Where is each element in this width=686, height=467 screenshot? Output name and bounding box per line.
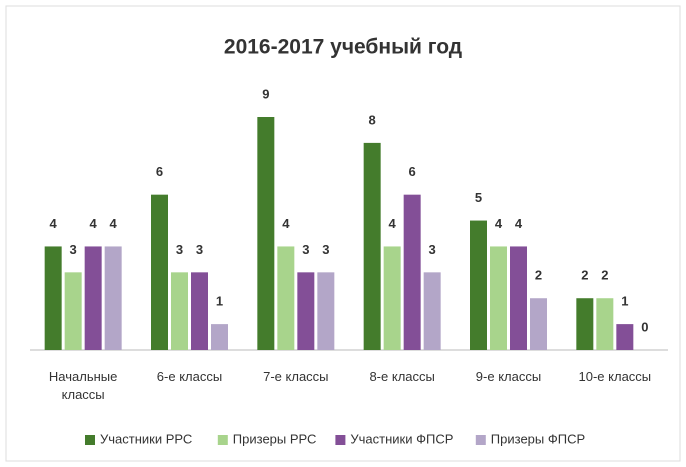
data-label: 3 — [70, 242, 77, 257]
bar — [297, 272, 315, 350]
data-label: 3 — [429, 242, 436, 257]
legend-swatch — [475, 435, 486, 445]
chart-title: 2016-2017 учебный год — [224, 36, 462, 59]
bar — [490, 246, 507, 350]
frame — [5, 5, 681, 462]
legend-swatch — [335, 435, 346, 445]
legend-label: Участники РРС — [100, 431, 192, 446]
bar — [317, 272, 335, 350]
data-label: 3 — [322, 242, 329, 257]
data-label: 4 — [110, 216, 118, 231]
data-label: 6 — [409, 164, 416, 179]
data-label: 2 — [535, 268, 542, 283]
x-tick-label: 10-е классы — [578, 369, 652, 384]
data-label: 2 — [581, 268, 588, 283]
data-label: 4 — [282, 216, 290, 231]
legend-label: Участники ФПСР — [350, 431, 453, 446]
bar — [510, 246, 527, 350]
data-label: 2 — [601, 268, 608, 283]
bar — [151, 194, 168, 350]
bar — [383, 246, 401, 350]
bar — [84, 246, 102, 350]
data-label: 9 — [262, 86, 269, 101]
bar — [616, 324, 634, 350]
x-tick-label: 9-е классы — [475, 369, 542, 384]
bar — [363, 142, 381, 350]
legend-label: Призеры ФПСР — [491, 431, 585, 446]
x-tick-label: Начальные классы — [48, 369, 118, 402]
bar — [171, 272, 188, 350]
data-label: 4 — [389, 216, 397, 231]
data-label: 5 — [475, 190, 482, 205]
bar — [470, 220, 487, 350]
x-tick-label: 6-е классы — [156, 369, 223, 384]
legend-swatch — [85, 435, 95, 445]
data-label: 6 — [156, 164, 163, 179]
bar — [257, 117, 275, 350]
legend-label: Призеры РРС — [233, 431, 317, 446]
data-label: 3 — [302, 242, 309, 257]
x-tick-label: 7-е классы — [263, 369, 329, 384]
data-label: 4 — [90, 216, 98, 231]
data-label: 3 — [176, 242, 183, 257]
bar — [44, 246, 62, 350]
data-label: 1 — [621, 294, 628, 309]
data-label: 3 — [196, 242, 203, 257]
bar — [596, 298, 614, 350]
data-label: 1 — [216, 294, 223, 309]
bar — [530, 298, 547, 350]
data-label: 4 — [515, 216, 523, 231]
bar — [576, 298, 594, 350]
bar — [403, 194, 421, 350]
bar — [191, 272, 208, 350]
x-tick-label: 8-е классы — [369, 369, 435, 384]
data-label: 4 — [495, 216, 503, 231]
bar — [104, 246, 122, 350]
legend-swatch — [217, 435, 228, 445]
data-label: 8 — [369, 112, 376, 127]
data-label: 4 — [50, 216, 58, 231]
bar — [423, 272, 441, 350]
bar — [64, 272, 82, 350]
bar — [277, 246, 295, 350]
bar — [211, 324, 228, 350]
data-label: 0 — [641, 319, 648, 334]
